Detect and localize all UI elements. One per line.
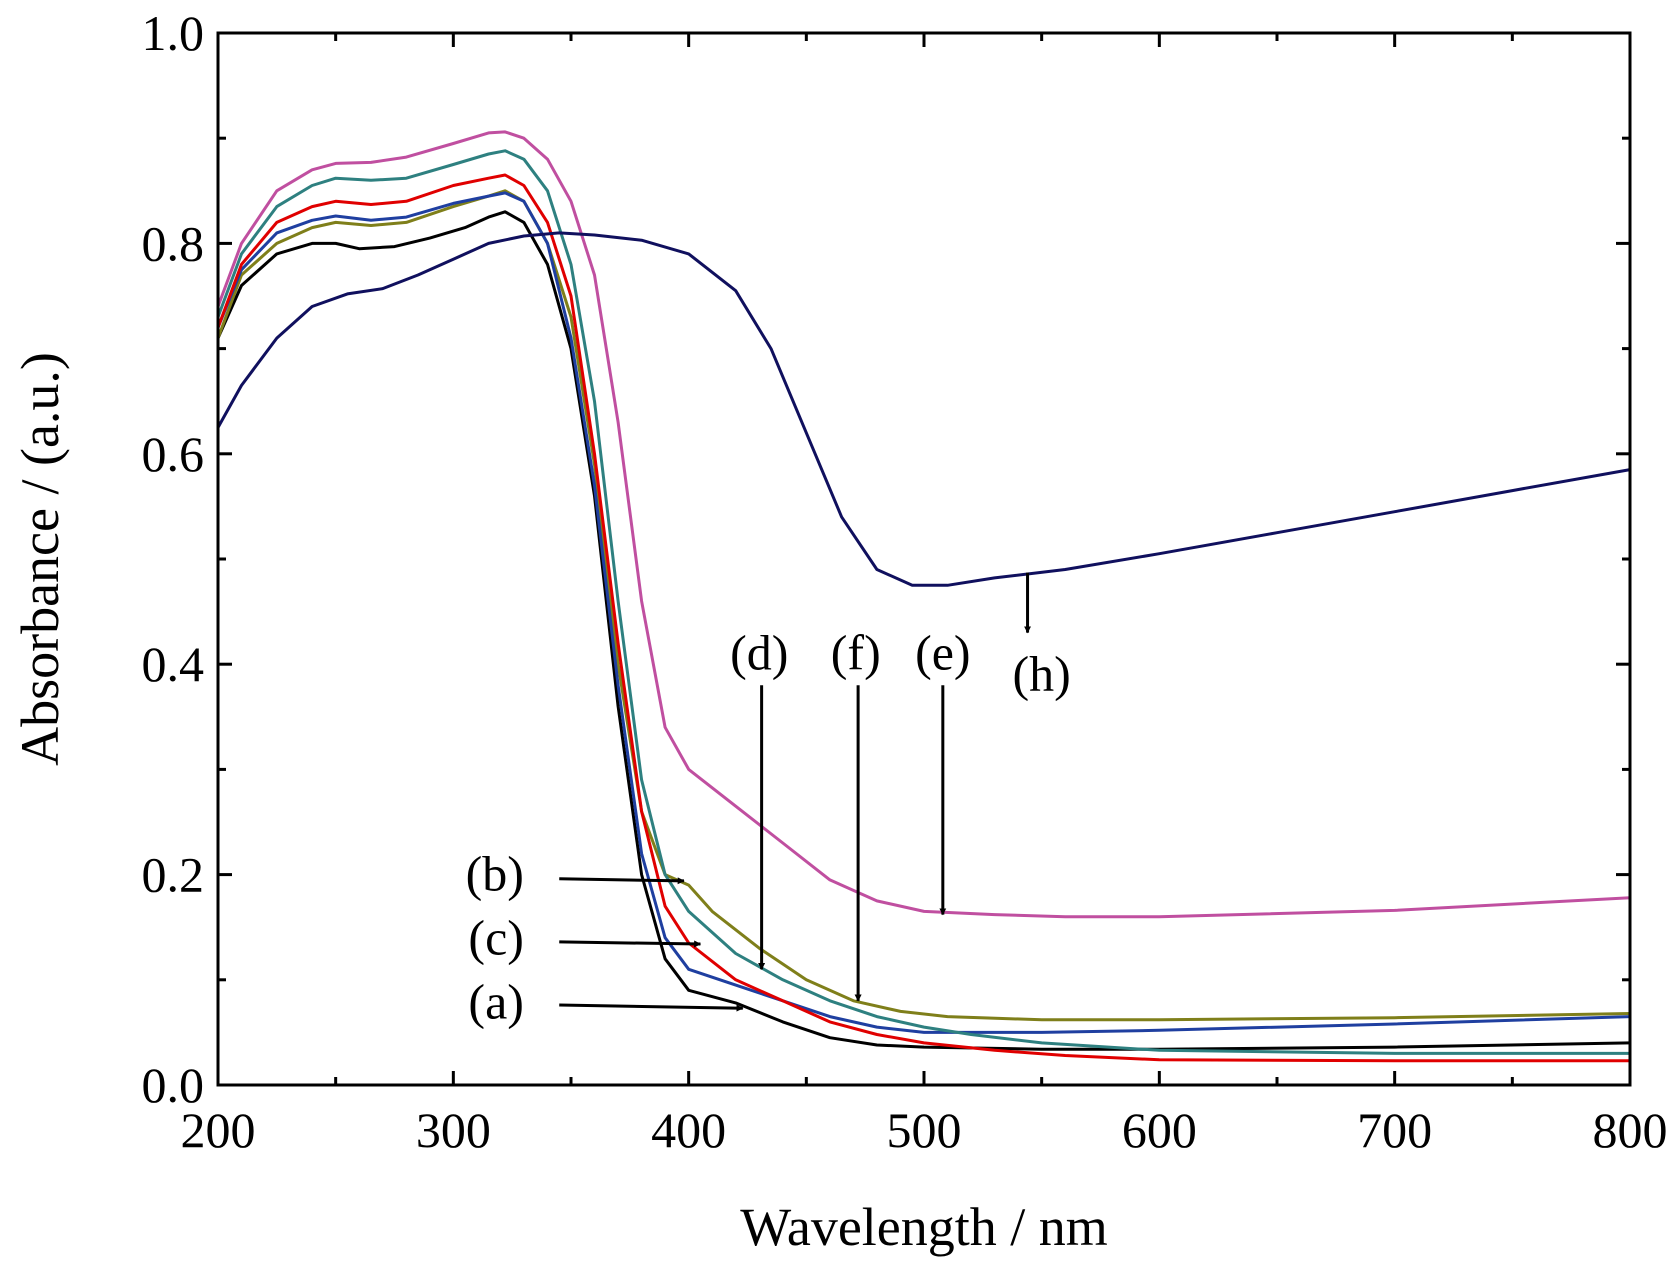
x-tick-label: 400: [651, 1102, 726, 1158]
annotation-arrow-c: [559, 940, 702, 948]
series-line-5: [216, 149, 1630, 1055]
annotation-arrow-a: [559, 1003, 744, 1012]
y-tick-label: 0.2: [142, 847, 205, 903]
series-layer: [216, 130, 1631, 1063]
y-axis-title: Absorbance / (a.u.): [10, 352, 70, 766]
annotation-label-a: (a): [468, 974, 524, 1030]
x-tick-label: 600: [1122, 1102, 1197, 1158]
series-line-1: [216, 210, 1631, 1051]
annotation-label-c: (c): [468, 910, 524, 966]
series-line-2: [216, 189, 1631, 1022]
plot-frame: [216, 31, 1632, 1087]
series-line-4: [216, 173, 1630, 1063]
tick-labels-layer: 200 300 400 500 600 700 800 0.0 0.2 0.4 0.6 0.8 1.0: [142, 5, 1668, 1158]
annotation-label-b: (b): [466, 845, 524, 901]
x-axis-title: Wavelength / nm: [740, 1197, 1108, 1257]
annotation-label-h: (h): [1013, 646, 1071, 702]
annotation-label-e: (e): [915, 624, 971, 680]
x-tick-label: 300: [416, 1102, 491, 1158]
x-tick-label: 500: [887, 1102, 962, 1158]
y-tick-label: 0.8: [142, 215, 205, 271]
annotation-layer: (a) (b) (c) (d) (f) (e) (h): [466, 572, 1071, 1030]
y-tick-label: 0.0: [142, 1057, 205, 1113]
annotation-label-d: (d): [730, 624, 788, 680]
y-tick-label: 0.4: [142, 636, 205, 692]
series-line-3: [216, 191, 1631, 1034]
series-line-6: [216, 130, 1631, 919]
series-line-7: [216, 231, 1631, 587]
annotation-label-f: (f): [831, 624, 881, 680]
x-tick-label: 800: [1593, 1102, 1668, 1158]
ticks-layer: [216, 31, 1632, 1087]
x-tick-label: 200: [181, 1102, 256, 1158]
annotation-arrow-b: [559, 877, 685, 885]
x-tick-label: 700: [1357, 1102, 1432, 1158]
y-tick-label: 0.6: [142, 426, 205, 482]
y-tick-label: 1.0: [142, 5, 205, 61]
